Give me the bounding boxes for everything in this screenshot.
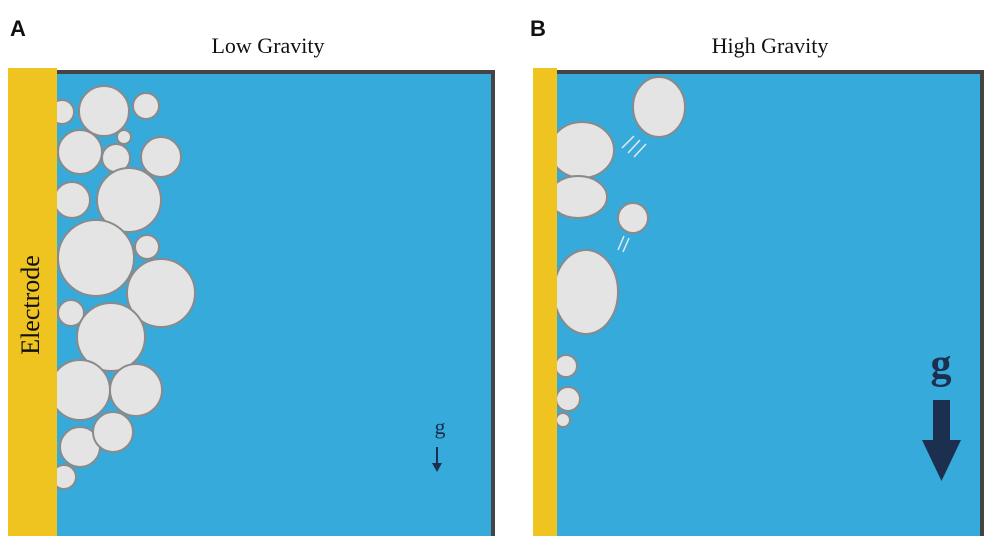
bubble: [550, 122, 614, 178]
panel-label: B: [530, 16, 546, 41]
panel-title: High Gravity: [712, 33, 829, 58]
bubble: [556, 387, 580, 411]
bubble: [58, 220, 134, 296]
bubble: [633, 77, 685, 137]
bubble: [556, 413, 570, 427]
figure: Electrode A Low Gravity g B High G: [0, 0, 986, 536]
bubble: [554, 250, 618, 334]
panel-label: A: [10, 16, 26, 41]
gravity-arrow: [933, 400, 950, 442]
bubble: [110, 364, 162, 416]
gravity-label: g: [931, 342, 952, 388]
bubble: [555, 355, 577, 377]
bubble: [79, 86, 129, 136]
bubble: [618, 203, 648, 233]
bubble: [54, 182, 90, 218]
bubble: [93, 412, 133, 452]
bubble: [135, 235, 159, 259]
bubble: [549, 176, 607, 218]
gravity-label: g: [435, 414, 446, 439]
bubble: [141, 137, 181, 177]
electrolyte: [557, 72, 982, 536]
bubble: [133, 93, 159, 119]
bubble: [58, 130, 102, 174]
bubble: [117, 130, 131, 144]
panel-b: B High Gravity g: [530, 16, 982, 536]
electrode-label: Electrode: [16, 255, 45, 355]
bubble: [50, 360, 110, 420]
panel-title: Low Gravity: [211, 33, 324, 58]
electrode: [533, 68, 557, 536]
panel-a: Electrode A Low Gravity g: [8, 16, 493, 536]
